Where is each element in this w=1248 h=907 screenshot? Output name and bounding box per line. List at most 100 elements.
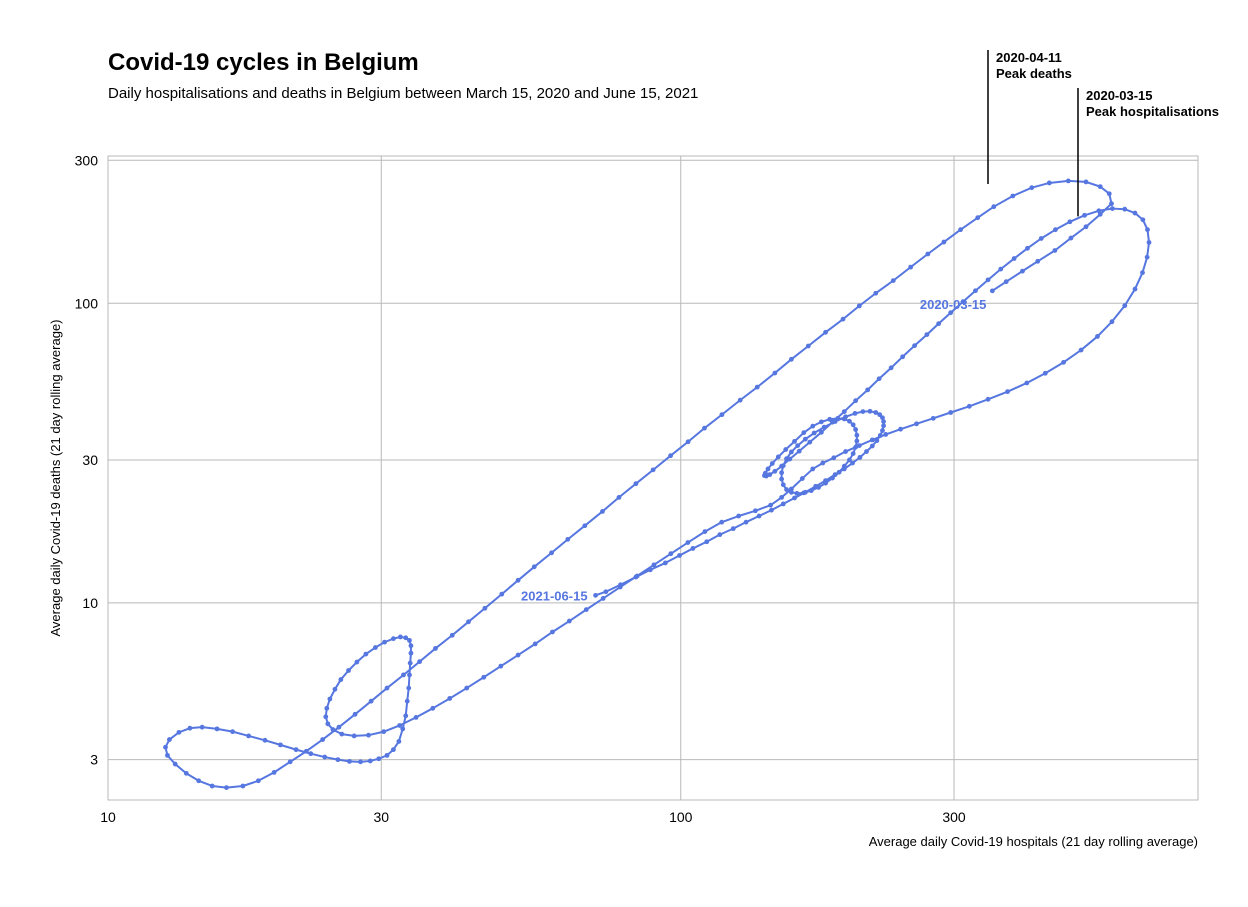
data-point: [941, 240, 946, 245]
data-point: [633, 575, 638, 580]
data-point: [1095, 334, 1100, 339]
data-point: [986, 277, 991, 282]
data-point: [376, 756, 381, 761]
data-point: [272, 770, 277, 775]
data-point: [1122, 207, 1127, 212]
data-point: [391, 747, 396, 752]
data-point: [567, 619, 572, 624]
data-point: [842, 467, 847, 472]
data-point: [652, 562, 657, 567]
data-point: [990, 288, 995, 293]
data-point: [532, 564, 537, 569]
data-point: [717, 532, 722, 537]
data-point: [842, 409, 847, 414]
data-point: [1082, 213, 1087, 218]
data-point: [346, 668, 351, 673]
data-point: [323, 714, 328, 719]
callout-date: 2020-03-15: [1086, 88, 1153, 103]
data-point: [409, 651, 414, 656]
data-point: [851, 422, 856, 427]
end-date-label: 2021-06-15: [521, 588, 588, 603]
data-point: [565, 537, 570, 542]
data-point: [889, 365, 894, 370]
data-point: [854, 433, 859, 438]
data-point: [1133, 211, 1138, 216]
data-point: [967, 404, 972, 409]
data-point: [433, 646, 438, 651]
data-point: [853, 411, 858, 416]
data-point: [1140, 270, 1145, 275]
x-tick-label: 100: [669, 809, 693, 825]
data-point: [363, 652, 368, 657]
data-point: [336, 725, 341, 730]
data-point: [499, 592, 504, 597]
data-point: [998, 267, 1003, 272]
data-point: [331, 727, 336, 732]
y-tick-label: 30: [82, 452, 98, 468]
data-point: [864, 449, 869, 454]
data-point: [304, 749, 309, 754]
data-point: [833, 472, 838, 477]
data-point: [308, 751, 313, 756]
data-point: [1025, 246, 1030, 251]
data-point: [1109, 201, 1114, 206]
data-point: [685, 540, 690, 545]
data-point: [333, 687, 338, 692]
data-point: [447, 696, 452, 701]
data-point: [914, 421, 919, 426]
data-point: [188, 726, 193, 731]
data-point: [854, 439, 859, 444]
data-point: [1010, 194, 1015, 199]
data-point: [1067, 219, 1072, 224]
data-point: [755, 385, 760, 390]
data-point: [936, 321, 941, 326]
data-point: [482, 606, 487, 611]
data-point: [263, 738, 268, 743]
data-point: [744, 520, 749, 525]
data-point: [414, 715, 419, 720]
plot-border: [108, 156, 1198, 800]
data-point: [843, 449, 848, 454]
data-point: [877, 376, 882, 381]
data-point: [931, 416, 936, 421]
data-point: [853, 445, 858, 450]
data-point: [779, 495, 784, 500]
y-tick-labels: 31030100300: [75, 152, 99, 767]
data-point: [794, 491, 799, 496]
data-point: [868, 409, 873, 414]
data-point: [837, 470, 842, 475]
data-point: [355, 660, 360, 665]
data-point: [385, 686, 390, 691]
data-point: [776, 455, 781, 460]
data-point: [256, 778, 261, 783]
data-point: [224, 785, 229, 790]
data-point: [466, 619, 471, 624]
data-point: [865, 387, 870, 392]
data-point: [240, 784, 245, 789]
data-point: [792, 496, 797, 501]
data-point: [406, 686, 411, 691]
data-point: [327, 697, 332, 702]
x-tick-label: 300: [942, 809, 966, 825]
y-tick-label: 100: [75, 295, 99, 311]
chart-container: { "title": "Covid-19 cycles in Belgium",…: [0, 0, 1248, 907]
data-point: [898, 427, 903, 432]
x-tick-label: 10: [100, 809, 116, 825]
data-point: [948, 410, 953, 415]
data-point: [806, 344, 811, 349]
data-point: [516, 653, 521, 658]
data-point: [336, 757, 341, 762]
data-point: [861, 409, 866, 414]
callout-text: Peak hospitalisations: [1086, 104, 1219, 119]
data-point: [550, 630, 555, 635]
data-point: [352, 734, 357, 739]
data-point: [1084, 224, 1089, 229]
data-point: [975, 215, 980, 220]
data-point: [1145, 227, 1150, 232]
data-point: [403, 635, 408, 640]
data-point: [409, 643, 414, 648]
data-point: [582, 523, 587, 528]
x-axis-label: Average daily Covid-19 hospitals (21 day…: [869, 834, 1198, 849]
data-point: [853, 398, 858, 403]
data-point: [347, 759, 352, 764]
